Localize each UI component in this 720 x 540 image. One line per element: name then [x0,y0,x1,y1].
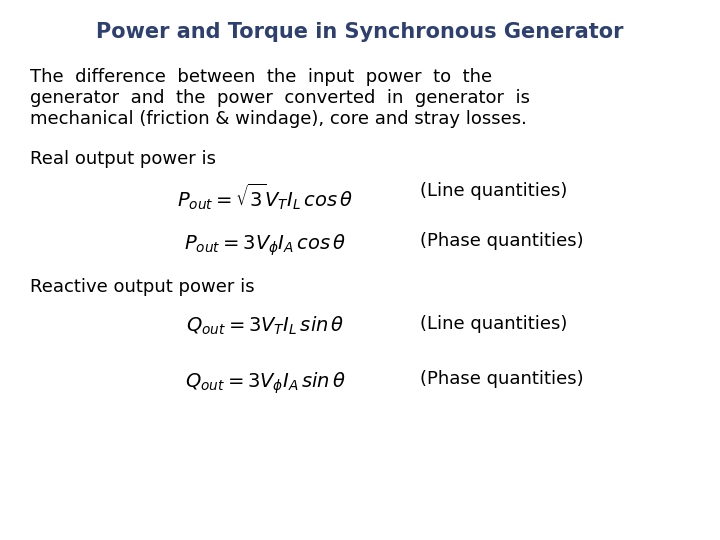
Text: mechanical (friction & windage), core and stray losses.: mechanical (friction & windage), core an… [30,110,527,128]
Text: (Line quantities): (Line quantities) [420,182,567,200]
Text: $Q_{out} = 3V_{\phi} I_A\, sin\,\theta$: $Q_{out} = 3V_{\phi} I_A\, sin\,\theta$ [184,370,346,395]
Text: (Phase quantities): (Phase quantities) [420,232,584,250]
Text: $P_{out} = 3V_{\phi} I_A\, cos\,\theta$: $P_{out} = 3V_{\phi} I_A\, cos\,\theta$ [184,232,346,258]
Text: Power and Torque in Synchronous Generator: Power and Torque in Synchronous Generato… [96,22,624,42]
Text: The  difference  between  the  input  power  to  the: The difference between the input power t… [30,68,492,86]
Text: (Line quantities): (Line quantities) [420,315,567,333]
Text: Real output power is: Real output power is [30,150,216,168]
Text: $Q_{out} = 3V_T I_L\, sin\,\theta$: $Q_{out} = 3V_T I_L\, sin\,\theta$ [186,315,344,338]
Text: $P_{out} = \sqrt{3}V_T I_L\, cos\,\theta$: $P_{out} = \sqrt{3}V_T I_L\, cos\,\theta… [177,182,353,212]
Text: Reactive output power is: Reactive output power is [30,278,255,296]
Text: (Phase quantities): (Phase quantities) [420,370,584,388]
Text: generator  and  the  power  converted  in  generator  is: generator and the power converted in gen… [30,89,530,107]
